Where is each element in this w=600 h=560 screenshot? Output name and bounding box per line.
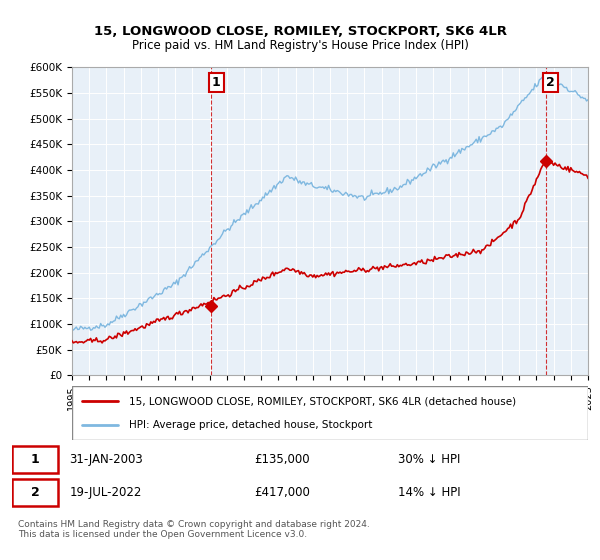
Text: £135,000: £135,000 — [254, 454, 310, 466]
FancyBboxPatch shape — [72, 386, 588, 440]
Text: 2: 2 — [31, 486, 40, 500]
Text: 31-JAN-2003: 31-JAN-2003 — [70, 454, 143, 466]
Text: 15, LONGWOOD CLOSE, ROMILEY, STOCKPORT, SK6 4LR: 15, LONGWOOD CLOSE, ROMILEY, STOCKPORT, … — [94, 25, 506, 38]
Text: 15, LONGWOOD CLOSE, ROMILEY, STOCKPORT, SK6 4LR (detached house): 15, LONGWOOD CLOSE, ROMILEY, STOCKPORT, … — [129, 396, 516, 407]
Text: 14% ↓ HPI: 14% ↓ HPI — [398, 486, 461, 500]
Text: 2: 2 — [547, 76, 555, 89]
Text: 1: 1 — [31, 454, 40, 466]
Text: 1: 1 — [212, 76, 221, 89]
Text: Price paid vs. HM Land Registry's House Price Index (HPI): Price paid vs. HM Land Registry's House … — [131, 39, 469, 52]
Text: 19-JUL-2022: 19-JUL-2022 — [70, 486, 142, 500]
FancyBboxPatch shape — [12, 446, 58, 473]
Text: HPI: Average price, detached house, Stockport: HPI: Average price, detached house, Stoc… — [129, 419, 372, 430]
Text: Contains HM Land Registry data © Crown copyright and database right 2024.
This d: Contains HM Land Registry data © Crown c… — [18, 520, 370, 539]
FancyBboxPatch shape — [12, 479, 58, 506]
Text: £417,000: £417,000 — [254, 486, 310, 500]
Text: 30% ↓ HPI: 30% ↓ HPI — [398, 454, 460, 466]
